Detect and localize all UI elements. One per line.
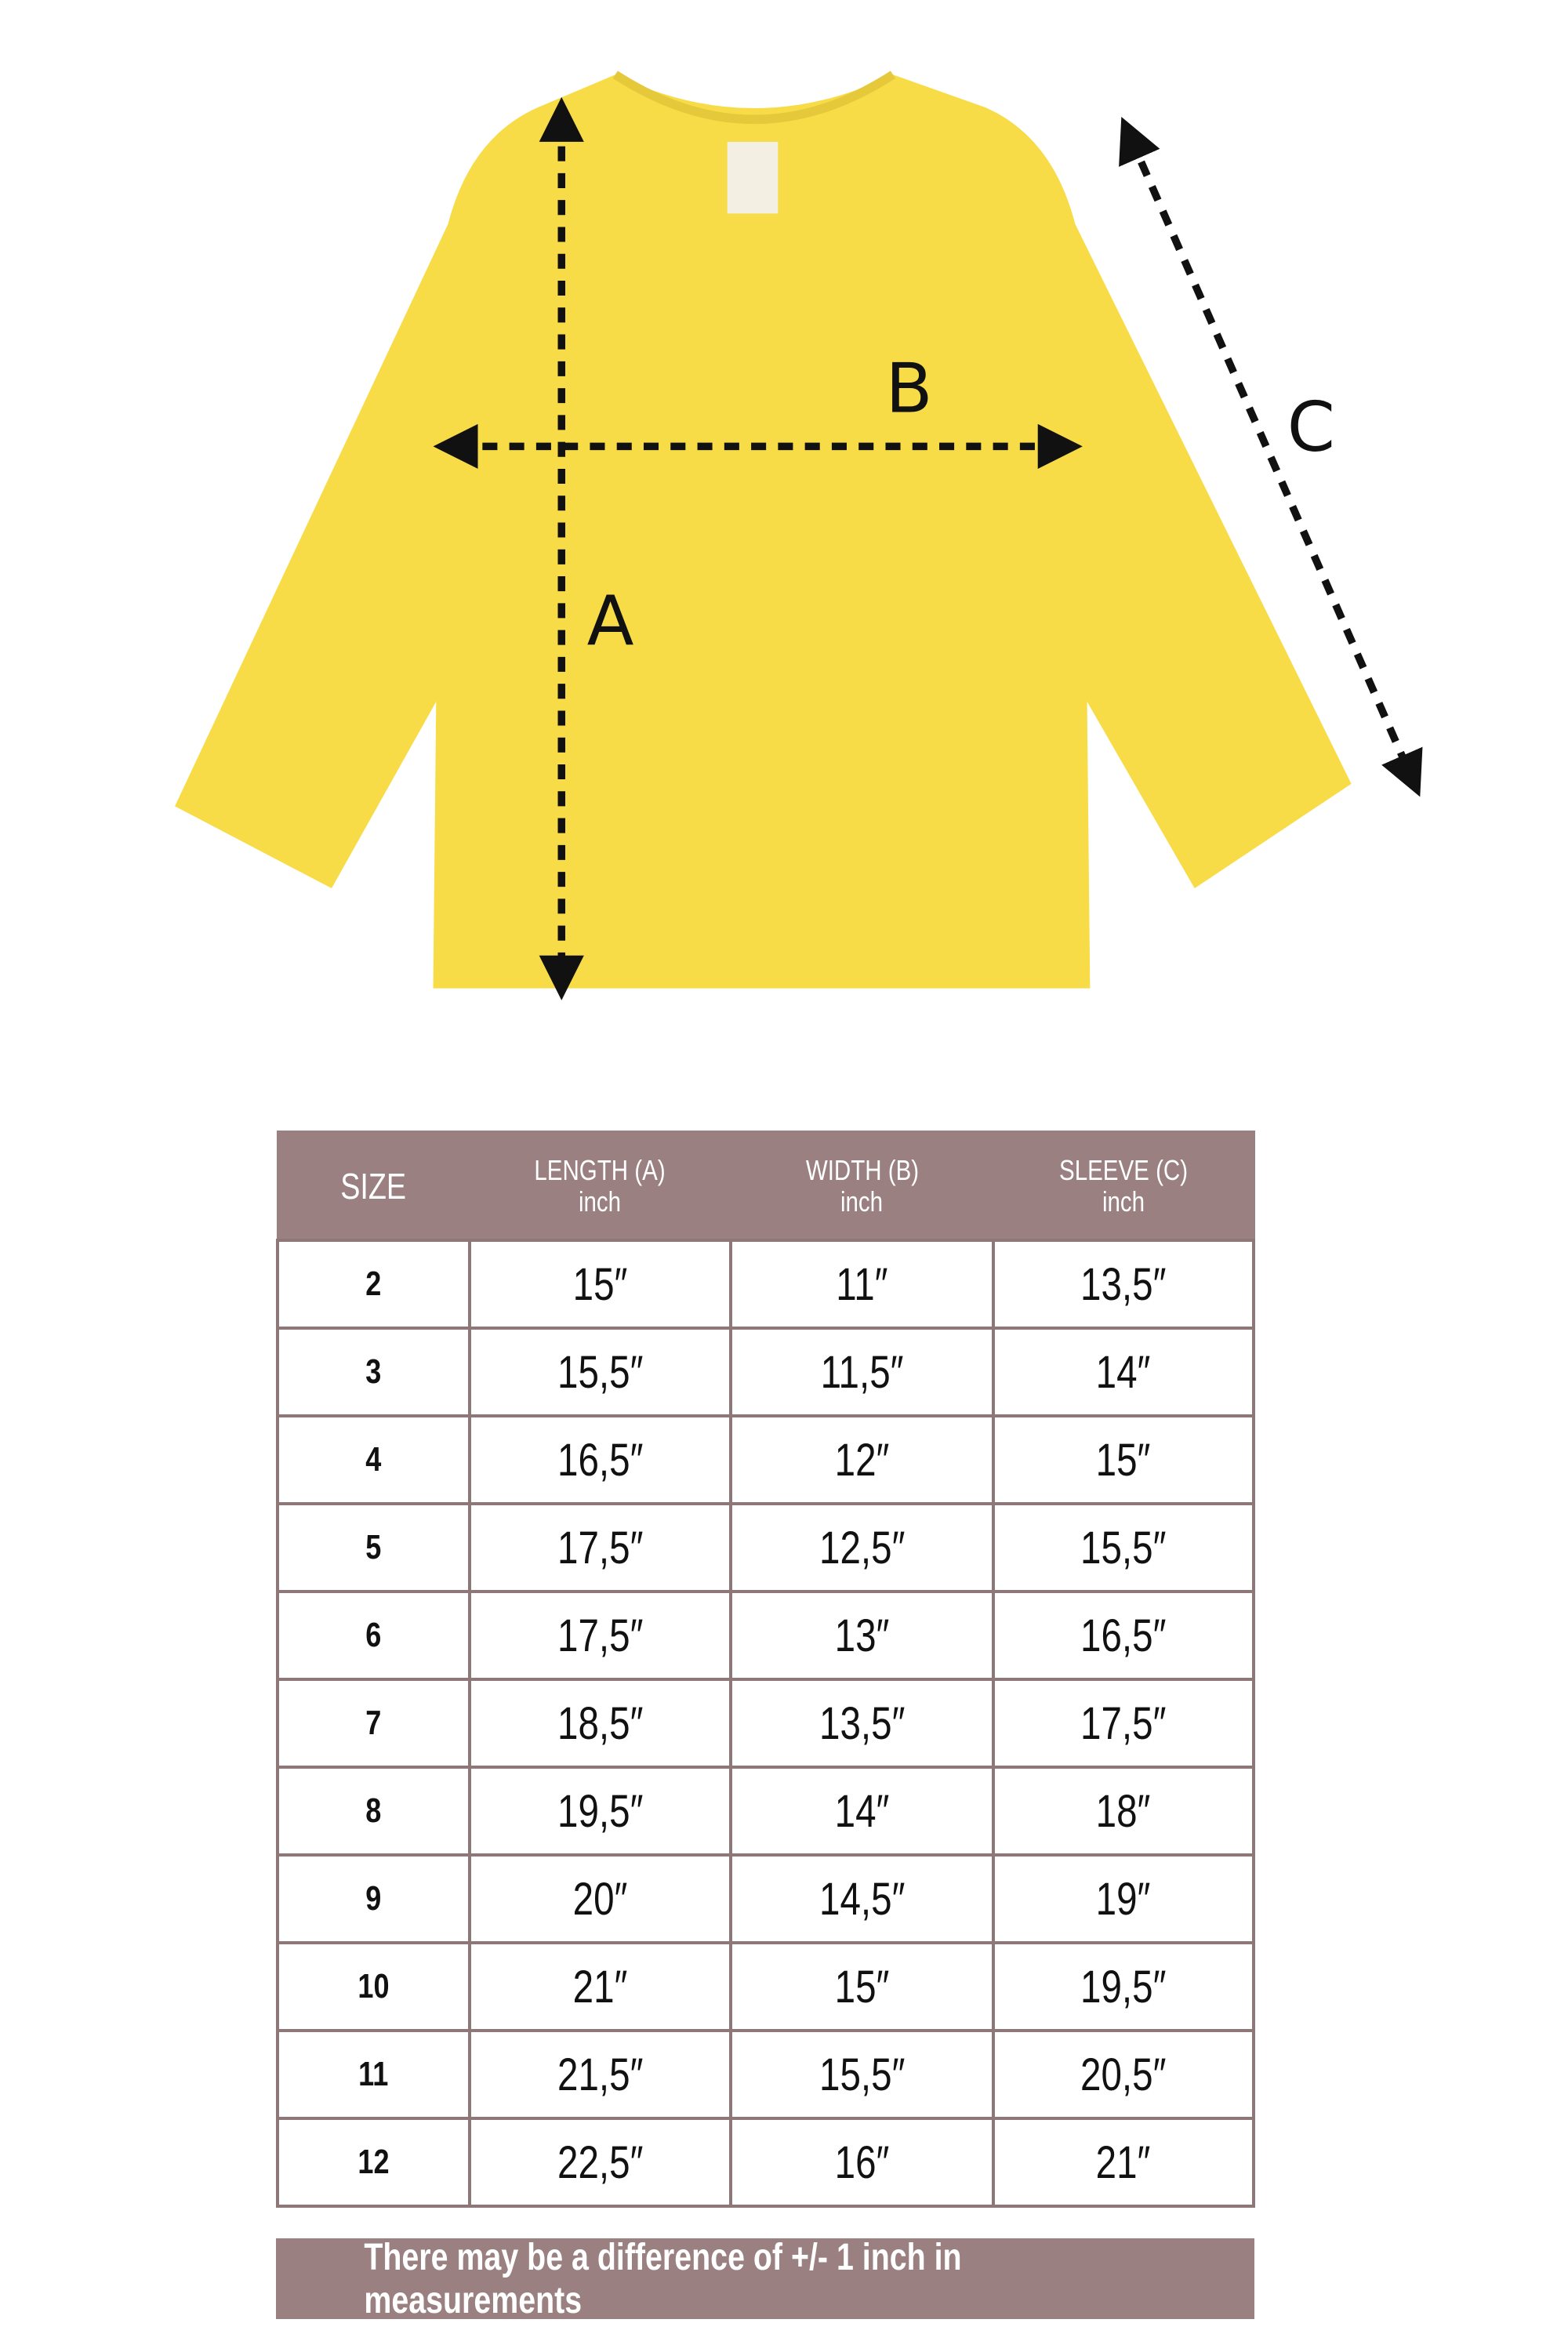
width-cell: 13,5″ <box>729 1678 995 1769</box>
length-cell: 21,5″ <box>468 2029 732 2120</box>
length-cell: 22,5″ <box>468 2117 732 2208</box>
size-cell: 7 <box>276 1678 471 1769</box>
width-cell: 12″ <box>729 1414 995 1505</box>
width-cell: 12,5″ <box>729 1502 995 1593</box>
size-cell: 6 <box>276 1590 471 1681</box>
size-chart-table: SIZE LENGTH (A) inch WIDTH (B) inch SLEEVE… <box>276 1131 1255 2208</box>
sleeve-cell: 14″ <box>992 1327 1255 1417</box>
width-cell: 11″ <box>729 1239 995 1330</box>
header-length: LENGTH (A) inch <box>468 1131 732 1242</box>
shirt-image <box>175 74 1352 989</box>
size-cell: 5 <box>276 1502 471 1593</box>
sleeve-cell: 18″ <box>992 1766 1255 1857</box>
header-width: WIDTH (B) inch <box>729 1131 995 1242</box>
sleeve-cell: 16,5″ <box>992 1590 1255 1681</box>
label-b: B <box>885 349 932 429</box>
header-sleeve: SLEEVE (C) inch <box>992 1131 1255 1242</box>
sleeve-cell: 15,5″ <box>992 1502 1255 1593</box>
table-row: 12 22,5″ 16″ 21″ <box>276 2117 1255 2208</box>
width-cell: 15,5″ <box>729 2029 995 2120</box>
size-cell: 4 <box>276 1414 471 1505</box>
sleeve-cell: 20,5″ <box>992 2029 1255 2120</box>
length-cell: 16,5″ <box>468 1414 732 1505</box>
length-cell: 21″ <box>468 1941 732 2032</box>
width-cell: 11,5″ <box>729 1327 995 1417</box>
sleeve-cell: 19″ <box>992 1853 1255 1944</box>
length-cell: 15,5″ <box>468 1327 732 1417</box>
sleeve-cell: 15″ <box>992 1414 1255 1505</box>
sleeve-arrow <box>1119 117 1423 797</box>
size-cell: 10 <box>276 1941 471 2032</box>
length-cell: 18,5″ <box>468 1678 732 1769</box>
measurement-note: There may be a difference of +/- 1 inch … <box>276 2237 1254 2321</box>
size-cell: 11 <box>276 2029 471 2120</box>
table-row: 7 18,5″ 13,5″ 17,5″ <box>276 1678 1255 1769</box>
label-c: C <box>1287 387 1335 467</box>
sleeve-cell: 13,5″ <box>992 1239 1255 1330</box>
shirt-tag-icon <box>727 141 779 214</box>
length-cell: 17,5″ <box>468 1502 732 1593</box>
table-row: 6 17,5″ 13″ 16,5″ <box>276 1590 1255 1681</box>
width-cell: 14″ <box>729 1766 995 1857</box>
header-size: SIZE <box>276 1131 471 1242</box>
width-cell: 15″ <box>729 1941 995 2032</box>
table-row: 9 20″ 14,5″ 19″ <box>276 1853 1255 1944</box>
shirt-measurement-diagram: A B C <box>175 71 1423 1000</box>
width-cell: 16″ <box>729 2117 995 2208</box>
label-a: A <box>587 582 634 662</box>
length-cell: 15″ <box>468 1239 732 1330</box>
table-row: 11 21,5″ 15,5″ 20,5″ <box>276 2029 1255 2120</box>
sleeve-cell: 19,5″ <box>992 1941 1255 2032</box>
table-row: 5 17,5″ 12,5″ 15,5″ <box>276 1502 1255 1593</box>
table-row: 3 15,5″ 11,5″ 14″ <box>276 1327 1255 1417</box>
size-cell: 2 <box>276 1239 471 1330</box>
sleeve-cell: 21″ <box>992 2117 1255 2208</box>
table-row: 2 15″ 11″ 13,5″ <box>276 1239 1255 1330</box>
width-cell: 13″ <box>729 1590 995 1681</box>
size-cell: 12 <box>276 2117 471 2208</box>
length-cell: 20″ <box>468 1853 732 1944</box>
length-cell: 17,5″ <box>468 1590 732 1681</box>
size-cell: 9 <box>276 1853 471 1944</box>
size-cell: 8 <box>276 1766 471 1857</box>
width-cell: 14,5″ <box>729 1853 995 1944</box>
table-header-row: SIZE LENGTH (A) inch WIDTH (B) inch SLEEVE… <box>276 1131 1255 1242</box>
length-cell: 19,5″ <box>468 1766 732 1857</box>
table-row: 8 19,5″ 14″ 18″ <box>276 1766 1255 1857</box>
table-row: 4 16,5″ 12″ 15″ <box>276 1414 1255 1505</box>
table-row: 10 21″ 15″ 19,5″ <box>276 1941 1255 2032</box>
size-cell: 3 <box>276 1327 471 1417</box>
sleeve-cell: 17,5″ <box>992 1678 1255 1769</box>
